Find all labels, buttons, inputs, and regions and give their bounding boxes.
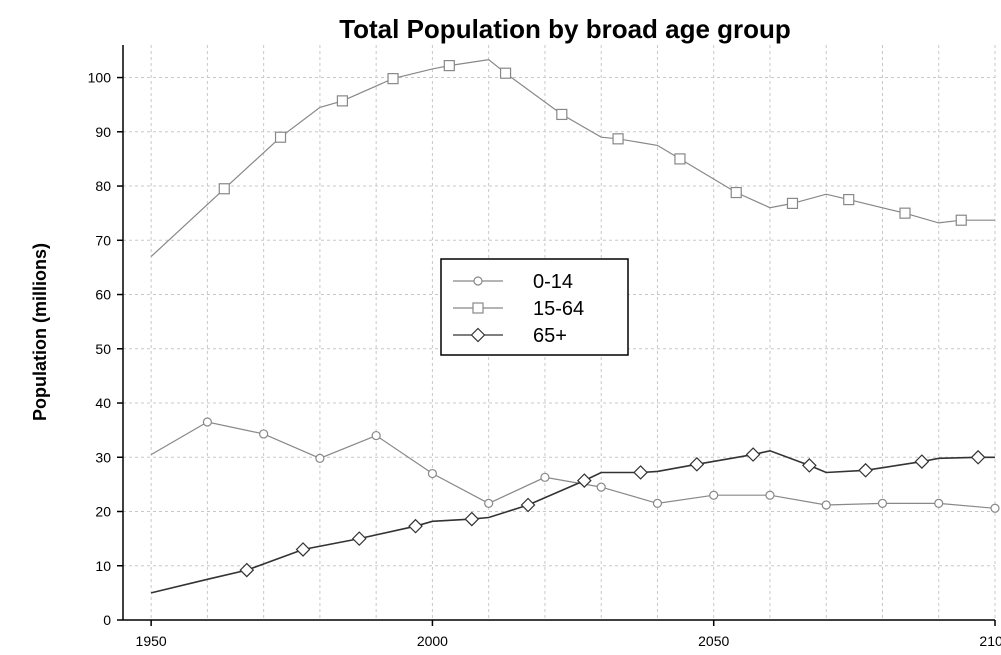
data-point: [427, 468, 438, 479]
data-point: [899, 207, 911, 219]
y-tick-label: 0: [103, 612, 111, 628]
data-point: [970, 449, 986, 465]
data-point: [786, 197, 799, 209]
data-point: [934, 498, 944, 508]
data-point: [955, 214, 967, 226]
series-line: [150, 421, 996, 509]
data-point: [484, 498, 494, 508]
y-tick-label: 80: [95, 178, 111, 194]
legend-marker: [472, 302, 484, 314]
series-line: [150, 58, 995, 258]
data-point: [218, 183, 230, 195]
data-point: [371, 430, 381, 441]
y-axis-label: Population (millions): [30, 243, 50, 421]
data-point: [556, 108, 568, 121]
data-point: [990, 503, 1000, 513]
data-point: [315, 453, 325, 463]
data-point: [612, 133, 624, 145]
data-point: [633, 465, 648, 480]
data-point: [239, 562, 255, 578]
data-point: [843, 193, 855, 206]
legend-label: 65+: [533, 325, 567, 347]
x-tick-label: 2000: [417, 633, 448, 649]
data-point: [709, 490, 719, 500]
data-point: [730, 186, 742, 199]
legend-label: 15-64: [533, 298, 584, 320]
data-point: [274, 131, 287, 143]
data-point: [336, 95, 349, 107]
data-point: [877, 498, 888, 508]
data-point: [464, 511, 480, 527]
series-15-64: [150, 58, 995, 258]
y-tick-label: 20: [95, 504, 111, 520]
data-point: [520, 497, 536, 513]
y-tick-label: 30: [95, 449, 111, 465]
data-point: [351, 531, 367, 546]
series-0-14: [150, 417, 1000, 513]
x-tick-label: 1950: [136, 633, 167, 649]
y-tick-label: 50: [95, 341, 111, 357]
data-point: [821, 500, 831, 510]
data-point: [765, 490, 775, 500]
data-point: [499, 67, 512, 79]
data-point: [540, 472, 550, 482]
chart-title: Total Population by broad age group: [339, 14, 791, 44]
data-point: [689, 456, 705, 472]
data-point: [596, 482, 606, 492]
data-point: [674, 153, 686, 165]
series-line: [150, 449, 995, 594]
grid-layer: [123, 45, 996, 620]
legend-marker: [473, 276, 483, 286]
legend: 0-14 15-64 65+: [440, 258, 629, 356]
y-tick-label: 100: [88, 70, 112, 86]
x-tick-label: 2050: [698, 633, 729, 649]
data-point: [576, 473, 592, 488]
data-point: [914, 454, 930, 469]
data-point: [801, 458, 817, 473]
y-tick-label: 60: [95, 287, 111, 303]
legend-marker: [470, 327, 486, 343]
y-tick-label: 90: [95, 124, 111, 140]
legend-box: [440, 258, 629, 356]
data-point: [443, 60, 455, 72]
series-layer: [150, 58, 1000, 594]
y-tick-label: 10: [95, 558, 111, 574]
data-point: [202, 417, 212, 427]
data-point: [259, 429, 269, 439]
data-point: [295, 542, 311, 557]
legend-label: 0-14: [533, 271, 573, 293]
data-point: [408, 518, 423, 534]
y-tick-label: 40: [95, 395, 111, 411]
y-tick-label: 70: [95, 232, 111, 248]
data-point: [745, 447, 761, 462]
data-point: [858, 462, 873, 478]
series-65+: [150, 447, 995, 594]
data-point: [387, 73, 399, 85]
data-point: [652, 498, 663, 508]
